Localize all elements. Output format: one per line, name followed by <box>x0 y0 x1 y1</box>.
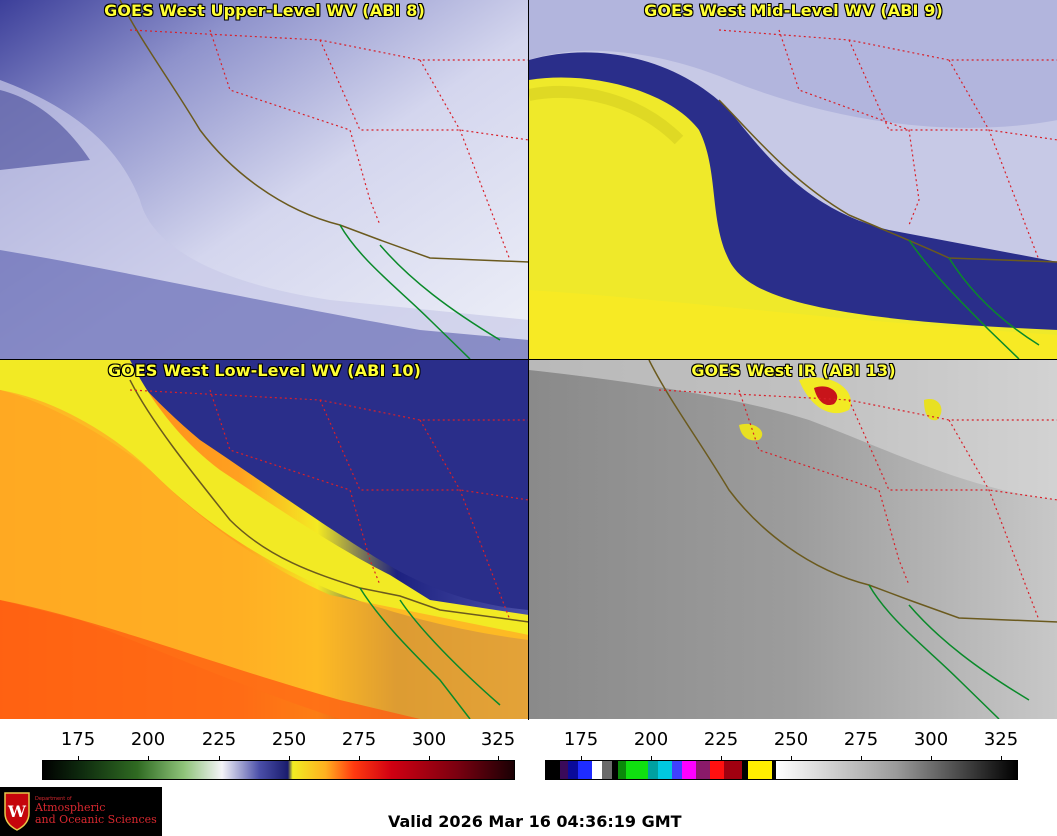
wv-tick-label: 300 <box>411 729 447 750</box>
ir-panel: GOES West IR (ABI 13) <box>529 360 1057 719</box>
wv-tick <box>359 756 360 761</box>
uw-aos-logo: W Department of Atmospheric and Oceanic … <box>0 787 162 836</box>
ir-tick <box>721 756 722 761</box>
wv-tick-label: 325 <box>480 729 516 750</box>
wv-tick <box>429 756 430 761</box>
mid-level-wv-title: GOES West Mid-Level WV (ABI 9) <box>644 1 943 20</box>
ir-tick-label: 225 <box>703 729 739 750</box>
wv-tick <box>498 756 499 761</box>
crest-letter: W <box>7 802 27 821</box>
ir-image <box>529 360 1057 719</box>
ir-tick-label: 275 <box>843 729 879 750</box>
upper-level-wv-title: GOES West Upper-Level WV (ABI 8) <box>104 1 425 20</box>
wv-tick <box>219 756 220 761</box>
ir-tick-label: 250 <box>773 729 809 750</box>
wv-tick-label: 175 <box>60 729 96 750</box>
panel-divider-vertical <box>528 0 529 720</box>
low-level-wv-title: GOES West Low-Level WV (ABI 10) <box>107 361 422 380</box>
wv-colorbar-gradient <box>42 760 515 780</box>
wv-tick-label: 225 <box>201 729 237 750</box>
ir-tick <box>791 756 792 761</box>
logo-line-1: Atmospheric <box>35 801 106 814</box>
wv-tick <box>148 756 149 761</box>
low-level-wv-image <box>0 360 529 719</box>
ir-title: GOES West IR (ABI 13) <box>691 361 896 380</box>
low-level-wv-panel: GOES West Low-Level WV (ABI 10) <box>0 360 529 719</box>
ir-tick-label: 175 <box>563 729 599 750</box>
wv-tick-label: 250 <box>271 729 307 750</box>
ir-tick-label: 325 <box>983 729 1019 750</box>
ir-tick-label: 300 <box>913 729 949 750</box>
wv-tick <box>289 756 290 761</box>
logo-department: Department of <box>35 796 72 802</box>
valid-timestamp: Valid 2026 Mar 16 04:36:19 GMT <box>388 812 682 831</box>
logo-line-2: and Oceanic Sciences <box>35 813 157 826</box>
ir-colorbar-gradient <box>545 760 1018 780</box>
wv-tick-label: 275 <box>341 729 377 750</box>
ir-tick <box>581 756 582 761</box>
uw-crest-icon: W <box>4 792 30 831</box>
upper-level-wv-panel: GOES West Upper-Level WV (ABI 8) <box>0 0 529 359</box>
panel-divider-horizontal <box>0 359 1057 360</box>
mid-level-wv-image <box>529 0 1057 359</box>
wv-tick-label: 200 <box>130 729 166 750</box>
upper-level-wv-image <box>0 0 529 359</box>
wv-tick <box>78 756 79 761</box>
ir-tick <box>651 756 652 761</box>
mid-level-wv-panel: GOES West Mid-Level WV (ABI 9) <box>529 0 1057 359</box>
ir-tick <box>931 756 932 761</box>
ir-tick-label: 200 <box>633 729 669 750</box>
ir-tick <box>861 756 862 761</box>
ir-tick <box>1001 756 1002 761</box>
